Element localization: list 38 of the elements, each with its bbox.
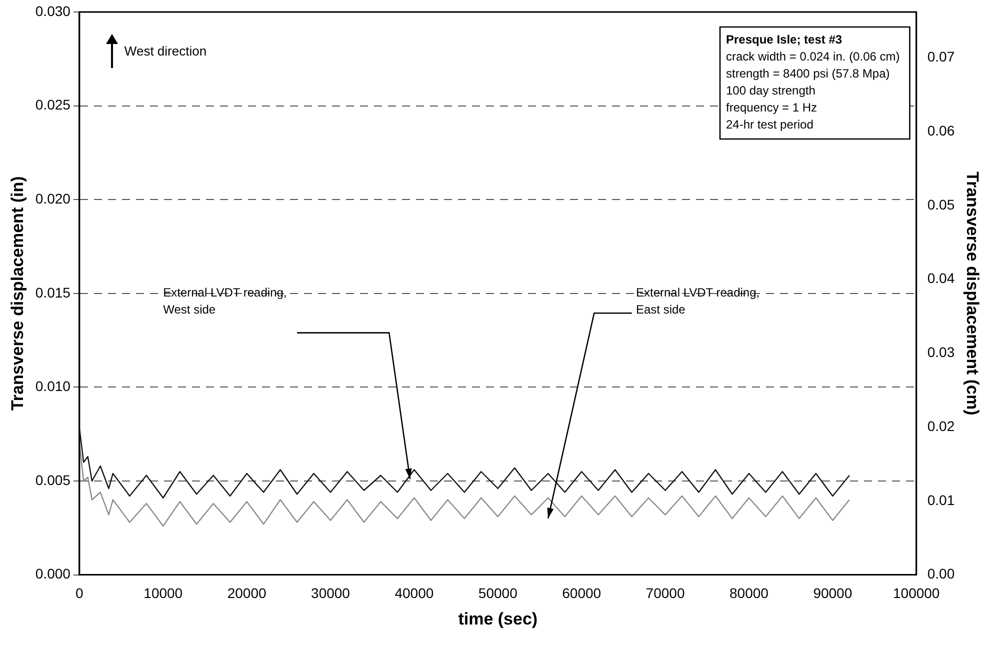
y2-tick-label: 0.00 <box>927 566 955 582</box>
y2-tick-label: 0.02 <box>927 418 955 434</box>
annotation: 24-hr test period <box>726 117 814 132</box>
x-tick-label: 30000 <box>311 585 350 602</box>
y2-tick-label: 0.07 <box>927 48 955 65</box>
y-axis-title: Transverse displacement (in) <box>8 176 27 411</box>
annotation: strength = 8400 psi (57.8 Mpa) <box>726 66 890 80</box>
annotation: 100 day strength <box>726 83 816 98</box>
y-tick-label: 0.020 <box>35 190 71 206</box>
annotation: crack width = 0.024 in. (0.06 cm) <box>726 49 900 64</box>
x-axis-title: time (sec) <box>458 609 538 628</box>
x-tick-label: 50000 <box>478 585 518 602</box>
x-tick-label: 0 <box>76 585 84 602</box>
x-tick-label: 40000 <box>394 585 434 602</box>
y2-tick-label: 0.03 <box>927 344 955 360</box>
x-tick-label: 60000 <box>562 585 602 602</box>
x-tick-label: 100000 <box>892 585 940 602</box>
annotation: External LVDT reading, East side <box>636 286 760 317</box>
annotation: West direction <box>124 44 207 59</box>
y-tick-label: 0.010 <box>35 378 71 394</box>
x-tick-label: 10000 <box>144 585 183 602</box>
y-tick-label: 0.015 <box>35 284 71 300</box>
y2-tick-label: 0.04 <box>927 270 955 286</box>
y2-tick-label: 0.06 <box>927 122 955 139</box>
y2-axis-title: Transverse displacement (cm) <box>963 172 982 416</box>
annotation: Presque Isle; test #3 <box>726 32 842 46</box>
x-tick-label: 90000 <box>813 585 852 602</box>
y-tick-label: 0.000 <box>35 566 71 582</box>
annotation: frequency = 1 Hz <box>726 100 818 114</box>
y-tick-label: 0.005 <box>35 472 71 488</box>
annotation: External LVDT reading, West side <box>163 286 287 317</box>
y-tick-label: 0.030 <box>35 2 71 19</box>
y2-tick-label: 0.01 <box>927 492 955 508</box>
x-tick-label: 20000 <box>227 585 266 602</box>
x-tick-label: 80000 <box>730 585 769 602</box>
y-tick-label: 0.025 <box>35 96 71 113</box>
x-tick-label: 70000 <box>646 585 685 602</box>
y2-tick-label: 0.05 <box>927 196 955 212</box>
